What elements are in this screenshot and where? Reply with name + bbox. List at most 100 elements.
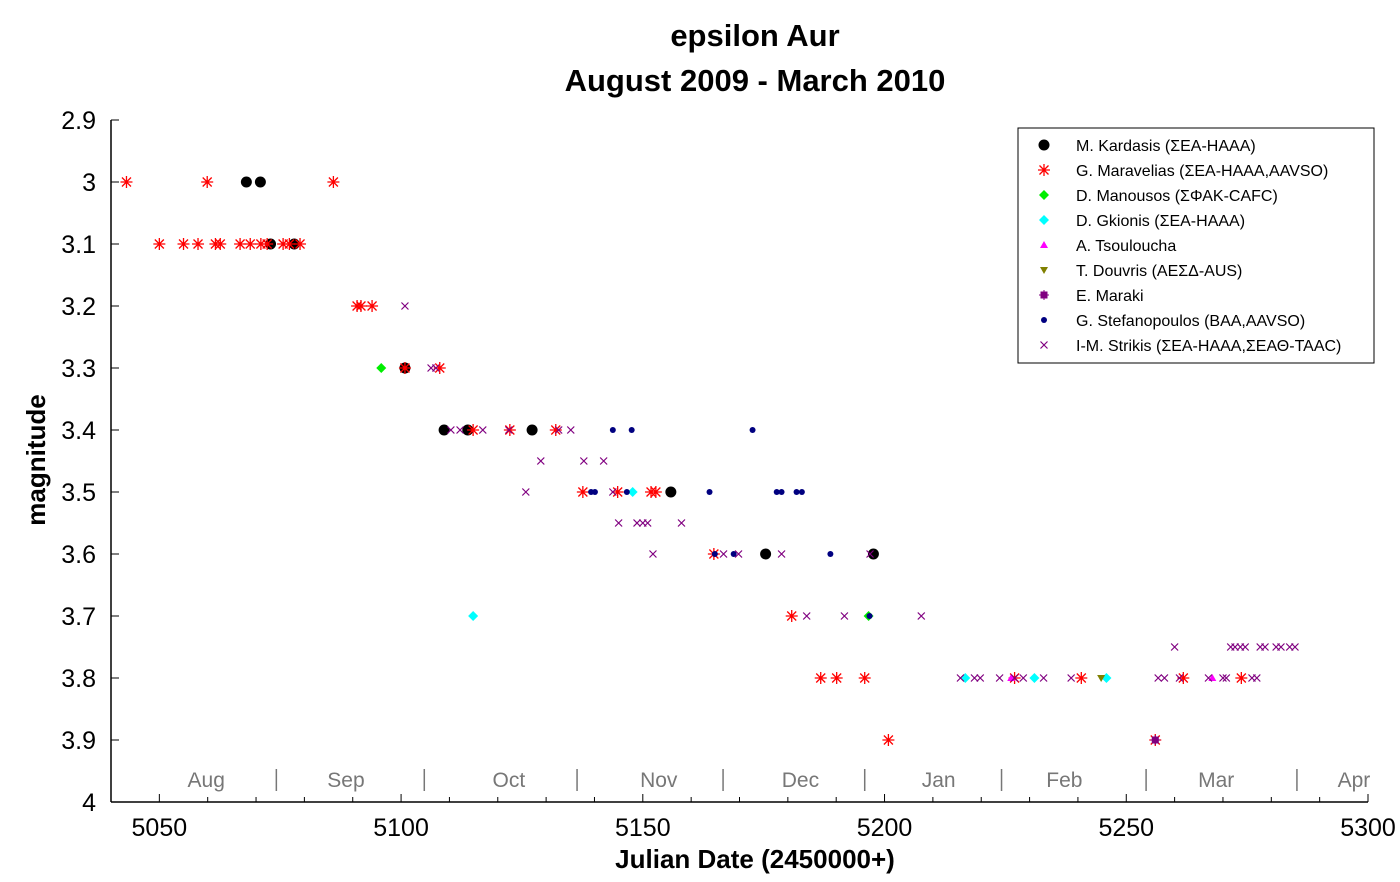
data-point	[773, 489, 780, 495]
data-point	[591, 489, 598, 495]
y-tick-label: 3.3	[61, 355, 96, 383]
month-label: Mar	[1198, 769, 1234, 792]
data-point	[1154, 674, 1163, 682]
legend-label: T. Douvris (ΑΕΣΔ-AUS)	[1076, 263, 1242, 280]
data-point	[366, 300, 379, 312]
data-point	[760, 548, 772, 560]
data-point	[917, 612, 926, 620]
y-tick-label: 3.9	[61, 727, 96, 755]
data-point	[677, 519, 686, 527]
data-point	[1252, 674, 1261, 682]
data-point	[711, 551, 718, 557]
legend-marker	[1039, 190, 1049, 200]
data-point	[1222, 674, 1231, 682]
data-point	[730, 551, 737, 557]
month-label: Oct	[493, 769, 526, 792]
data-point	[628, 427, 635, 433]
data-point	[1177, 672, 1190, 684]
data-point	[234, 238, 247, 250]
data-point	[398, 362, 411, 374]
data-point	[609, 427, 616, 433]
data-point	[1075, 672, 1088, 684]
data-point	[1097, 675, 1106, 682]
data-point	[882, 734, 895, 746]
legend-marker	[1038, 164, 1050, 176]
data-point	[192, 238, 205, 250]
data-point	[177, 238, 190, 250]
chart-subtitle: August 2009 - March 2010	[565, 63, 946, 98]
data-point	[566, 426, 575, 434]
data-point	[867, 548, 879, 560]
data-point	[376, 363, 387, 373]
data-point	[830, 672, 843, 684]
y-tick-label: 3.5	[61, 479, 96, 507]
data-point	[665, 486, 677, 498]
data-point	[793, 489, 800, 495]
legend-box	[1017, 127, 1375, 364]
data-point	[1241, 643, 1250, 651]
data-point	[433, 362, 446, 374]
data-point	[866, 550, 874, 558]
month-label: Jan	[922, 769, 956, 792]
x-tick-label: 5250	[1098, 814, 1154, 842]
data-point	[1170, 643, 1179, 651]
data-point	[785, 610, 798, 622]
data-point	[240, 176, 252, 188]
data-point	[719, 550, 728, 558]
data-point	[120, 176, 133, 188]
data-point	[1235, 672, 1248, 684]
data-point	[1029, 673, 1040, 683]
data-point	[254, 176, 266, 188]
data-point	[643, 519, 652, 527]
data-point	[456, 426, 464, 434]
data-point	[608, 488, 617, 496]
data-point	[1019, 674, 1028, 682]
data-point	[438, 424, 450, 436]
x-tick-label: 5150	[615, 814, 671, 842]
legend-marker	[1040, 267, 1048, 274]
data-point	[777, 550, 786, 558]
data-point	[1010, 674, 1019, 682]
data-point	[277, 238, 290, 250]
y-tick-label: 3.7	[61, 603, 96, 631]
legend-label: I-M. Strikis (ΣΕΑ-HAAA,ΣΕΑΘ-TAAC)	[1076, 338, 1341, 355]
data-point	[431, 364, 440, 372]
data-point	[283, 238, 296, 250]
legend-marker	[1041, 317, 1047, 323]
data-point	[1219, 674, 1227, 682]
data-point	[1204, 674, 1213, 682]
data-point	[840, 612, 849, 620]
data-point	[995, 674, 1004, 682]
data-point	[503, 424, 516, 436]
data-point	[576, 486, 589, 498]
x-tick-label: 5300	[1340, 814, 1396, 842]
month-label: Sep	[327, 769, 364, 792]
data-point	[1039, 674, 1048, 682]
data-point	[354, 300, 367, 312]
y-tick-label: 2.9	[61, 107, 96, 135]
data-point	[536, 457, 545, 465]
legend-marker	[1039, 215, 1049, 225]
data-point	[401, 302, 409, 310]
data-point	[1160, 674, 1169, 682]
data-point	[649, 486, 662, 498]
data-point	[1291, 643, 1299, 651]
month-label: Dec	[782, 769, 819, 792]
data-point	[261, 238, 274, 250]
data-point	[1067, 674, 1076, 682]
data-point	[1261, 643, 1269, 651]
data-point	[521, 488, 530, 496]
data-point	[623, 489, 630, 495]
month-label: Apr	[1338, 769, 1371, 792]
x-tick-label: 5050	[132, 814, 188, 842]
y-tick-label: 3.2	[61, 293, 96, 321]
data-point	[254, 238, 267, 250]
data-point	[858, 672, 871, 684]
data-point	[866, 613, 873, 619]
data-point	[611, 486, 624, 498]
data-point	[526, 424, 538, 436]
legend-marker	[1039, 290, 1049, 300]
data-point	[446, 426, 455, 434]
data-point	[649, 550, 657, 558]
